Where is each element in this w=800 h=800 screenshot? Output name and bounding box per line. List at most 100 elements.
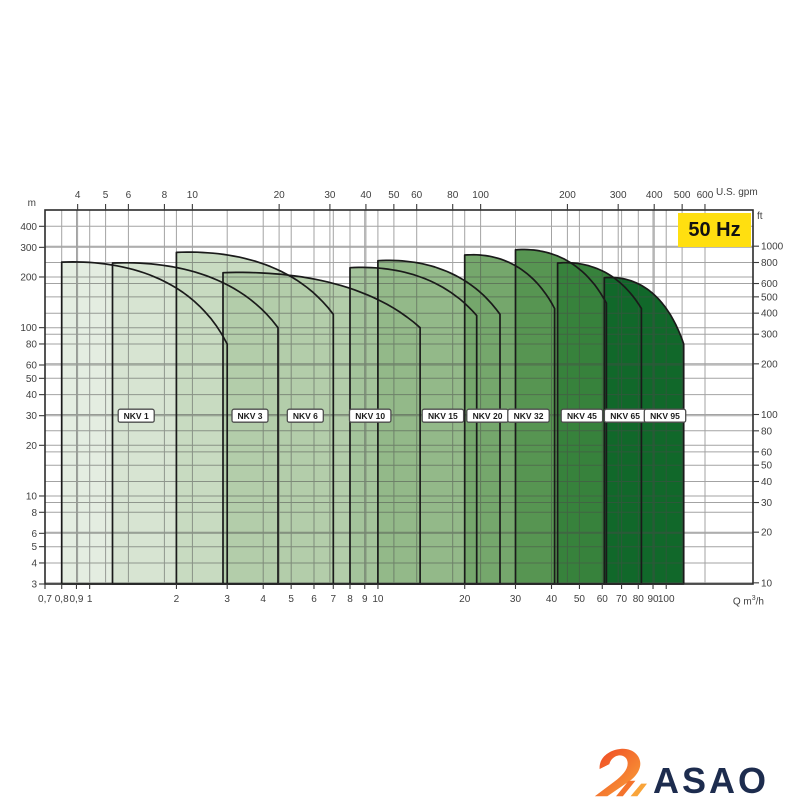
bottom-tick-label: 40 xyxy=(546,594,558,605)
model-label-box xyxy=(643,408,687,423)
top-tick-label: 20 xyxy=(274,190,286,201)
top-tick-label: 5 xyxy=(103,190,109,201)
left-tick-label: 300 xyxy=(20,243,37,254)
top-tick-label: 200 xyxy=(559,190,576,201)
model-label-text: NKV 15 xyxy=(428,411,458,421)
left-tick-label: 400 xyxy=(20,222,37,233)
flow-unit-superscript: 3 xyxy=(751,595,756,602)
pump-envelope-outline-nkv-6 xyxy=(175,251,335,585)
pump-envelope-outline-nkv-95 xyxy=(603,276,685,585)
left-tick-label: 50 xyxy=(26,374,38,385)
model-label-text: NKV 45 xyxy=(567,411,597,421)
bottom-tick-label: 50 xyxy=(574,594,586,605)
model-label-text: NKV 20 xyxy=(473,411,503,421)
right-tick-label: 300 xyxy=(761,330,778,341)
right-tick-label: 60 xyxy=(761,447,773,458)
bottom-tick-label: 7 xyxy=(331,594,337,605)
right-tick-label: 10 xyxy=(761,578,773,589)
pump-envelope-outline-nkv-1 xyxy=(60,261,229,585)
pump-envelope-outline-nkv-3 xyxy=(111,261,279,585)
top-tick-label: 100 xyxy=(472,190,489,201)
axis-ticks xyxy=(39,204,759,589)
pump-envelope-outline-nkv-20 xyxy=(377,259,501,585)
left-tick-label: 80 xyxy=(26,339,38,350)
top-tick-label: 400 xyxy=(646,190,663,201)
pump-model-label-nkv-20: NKV 20 xyxy=(466,408,509,423)
plot-border xyxy=(44,209,754,585)
top-tick-label: 600 xyxy=(697,190,714,201)
top-tick-label: 4 xyxy=(75,190,81,201)
model-label-text: NKV 1 xyxy=(124,411,149,421)
model-label-box xyxy=(507,408,550,423)
left-tick-label: 10 xyxy=(26,491,38,502)
right-tick-label: 40 xyxy=(761,477,773,488)
left-tick-label: 100 xyxy=(20,323,37,334)
right-tick-label: 200 xyxy=(761,359,778,370)
top-tick-label: 300 xyxy=(610,190,627,201)
left-tick-label: 60 xyxy=(26,360,38,371)
left-tick-label: 40 xyxy=(26,390,38,401)
bottom-axis-unit-label: Q m3/h xyxy=(700,593,764,607)
top-tick-label: 500 xyxy=(674,190,691,201)
top-tick-label: 6 xyxy=(126,190,132,201)
bottom-tick-label: 9 xyxy=(362,594,368,605)
top-tick-label: 30 xyxy=(324,190,336,201)
bottom-tick-label: 30 xyxy=(510,594,522,605)
bottom-tick-label: 60 xyxy=(597,594,609,605)
left-tick-label: 4 xyxy=(31,558,37,569)
right-tick-label: 800 xyxy=(761,258,778,269)
bottom-tick-label: 1 xyxy=(87,594,93,605)
pump-model-label-nkv-65: NKV 65 xyxy=(603,408,647,423)
bottom-tick-label: 20 xyxy=(459,594,471,605)
bottom-tick-label: 0,7 xyxy=(38,594,52,605)
model-label-box xyxy=(117,408,155,423)
bottom-tick-label: 0,8 xyxy=(55,594,69,605)
swoosh-icon xyxy=(594,748,647,797)
left-tick-label: 3 xyxy=(31,580,37,591)
bottom-tick-label: 70 xyxy=(616,594,628,605)
pump-envelope-outline-nkv-32 xyxy=(463,253,556,585)
asao-logo-text: ASAO xyxy=(653,760,770,800)
pump-model-label-nkv-10: NKV 10 xyxy=(348,408,392,423)
left-tick-label: 20 xyxy=(26,441,38,452)
model-label-text: NKV 32 xyxy=(514,411,544,421)
bottom-tick-label: 2 xyxy=(174,594,180,605)
model-label-box xyxy=(348,408,392,423)
bottom-tick-label: 100 xyxy=(658,594,675,605)
right-tick-label: 400 xyxy=(761,309,778,320)
model-label-box xyxy=(421,408,465,423)
bottom-tick-label: 80 xyxy=(633,594,645,605)
right-tick-label: 30 xyxy=(761,498,773,509)
flow-unit-prefix: Q m xyxy=(732,596,752,608)
top-tick-label: 8 xyxy=(162,190,168,201)
pump-model-label-nkv-15: NKV 15 xyxy=(421,408,465,423)
right-tick-label: 100 xyxy=(761,410,778,421)
right-tick-label: 20 xyxy=(761,528,773,539)
pump-model-labels: NKV 1 NKV 3 NKV 6 NKV 10 NKV 15 NKV 20 NKV 32 N… xyxy=(117,408,687,423)
swoosh-body xyxy=(594,748,641,797)
model-label-text: NKV 65 xyxy=(610,411,640,421)
swoosh-beak xyxy=(599,764,610,774)
model-label-box xyxy=(231,408,269,423)
pump-envelope-outline-nkv-15 xyxy=(349,266,478,585)
pump-model-label-nkv-45: NKV 45 xyxy=(560,408,604,423)
bottom-tick-label: 3 xyxy=(224,594,230,605)
model-label-text: NKV 95 xyxy=(650,411,680,421)
swoosh-stripe-1 xyxy=(616,780,636,797)
bottom-tick-label: 4 xyxy=(260,594,266,605)
model-label-box xyxy=(560,408,604,423)
pump-envelope-outline-nkv-10 xyxy=(222,271,421,585)
pump-envelope-outline-nkv-45 xyxy=(514,248,608,585)
top-tick-label: 80 xyxy=(447,190,459,201)
model-label-text: NKV 10 xyxy=(355,411,385,421)
left-tick-label: 6 xyxy=(31,529,37,540)
bottom-tick-label: 6 xyxy=(311,594,317,605)
right-tick-label: 1000 xyxy=(761,242,784,253)
left-tick-label: 200 xyxy=(20,272,37,283)
pump-model-label-nkv-3: NKV 3 xyxy=(231,408,269,423)
left-tick-label: 5 xyxy=(31,542,37,553)
pump-envelope-outline-nkv-65 xyxy=(556,261,643,585)
left-tick-label: 30 xyxy=(26,411,38,422)
model-label-text: NKV 6 xyxy=(293,411,318,421)
